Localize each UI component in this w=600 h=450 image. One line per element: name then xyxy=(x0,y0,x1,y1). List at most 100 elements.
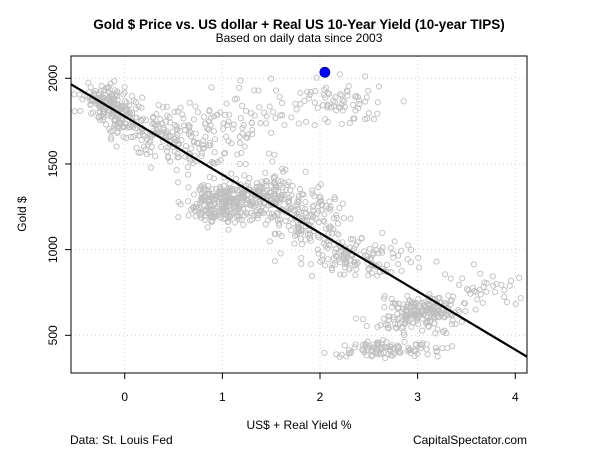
data-point xyxy=(175,198,182,206)
x-tick-label: 3 xyxy=(414,390,421,404)
data-point xyxy=(233,175,240,182)
data-point xyxy=(271,212,278,219)
data-point xyxy=(322,84,329,91)
data-point xyxy=(198,214,205,221)
data-point xyxy=(192,207,199,214)
data-point xyxy=(269,158,276,165)
data-point xyxy=(138,117,145,125)
data-point xyxy=(416,341,423,348)
data-point xyxy=(395,252,402,259)
data-point xyxy=(207,114,214,121)
data-point xyxy=(306,235,314,242)
data-point xyxy=(481,279,488,286)
data-point xyxy=(264,217,271,224)
data-point xyxy=(138,104,145,111)
data-point xyxy=(398,247,405,254)
data-point xyxy=(229,125,236,132)
data-point xyxy=(380,337,387,344)
data-point xyxy=(208,186,215,193)
data-point xyxy=(152,121,160,128)
data-point xyxy=(270,108,277,116)
data-point xyxy=(192,130,199,137)
data-point xyxy=(291,206,298,214)
data-point xyxy=(382,355,389,362)
data-point xyxy=(477,291,484,298)
data-point xyxy=(311,122,318,129)
data-point xyxy=(274,211,281,218)
data-point xyxy=(352,93,359,100)
data-point xyxy=(207,214,214,221)
data-point xyxy=(440,313,447,320)
data-point xyxy=(177,104,184,111)
data-point xyxy=(197,183,205,190)
data-point xyxy=(128,92,135,99)
data-point xyxy=(387,352,394,359)
data-point xyxy=(447,275,454,282)
data-point xyxy=(234,209,241,216)
data-point xyxy=(389,341,396,349)
data-point xyxy=(356,101,363,108)
data-point xyxy=(210,160,217,167)
data-point xyxy=(300,191,307,198)
data-point xyxy=(200,141,207,148)
data-point xyxy=(96,90,103,97)
data-point xyxy=(345,346,353,354)
data-point xyxy=(388,295,395,302)
data-point xyxy=(182,142,190,150)
data-point xyxy=(225,215,232,222)
data-point xyxy=(367,255,374,262)
data-point xyxy=(279,165,286,172)
data-point xyxy=(238,216,245,223)
data-point xyxy=(233,95,240,102)
data-point xyxy=(471,288,478,295)
data-point xyxy=(185,212,192,219)
data-point xyxy=(198,152,205,160)
data-point xyxy=(174,132,181,139)
data-point xyxy=(426,290,433,298)
data-point xyxy=(327,206,334,213)
data-point xyxy=(387,244,394,252)
data-point xyxy=(395,261,402,268)
data-point xyxy=(87,84,94,91)
data-point xyxy=(381,293,388,300)
data-point xyxy=(321,349,328,356)
data-point xyxy=(123,105,131,112)
data-point xyxy=(235,205,242,212)
data-point xyxy=(319,256,326,263)
data-point xyxy=(398,267,405,274)
data-point xyxy=(305,95,312,102)
data-point xyxy=(483,288,490,295)
data-point xyxy=(434,309,441,316)
data-point xyxy=(315,199,323,206)
data-point xyxy=(111,122,118,129)
data-point xyxy=(310,214,317,221)
data-point xyxy=(142,146,149,153)
data-point xyxy=(77,107,84,114)
data-point xyxy=(276,216,284,223)
data-point xyxy=(225,218,232,225)
data-point xyxy=(324,245,331,252)
data-point xyxy=(401,338,408,345)
data-point xyxy=(248,119,255,126)
data-point xyxy=(221,111,229,119)
x-tick-label: 0 xyxy=(121,390,128,404)
data-point xyxy=(299,204,306,211)
data-point xyxy=(317,194,324,201)
data-point xyxy=(459,275,466,282)
data-point xyxy=(306,231,314,238)
data-point xyxy=(328,265,335,272)
data-point xyxy=(242,161,249,168)
data-point xyxy=(390,314,397,321)
data-point xyxy=(206,174,213,181)
data-point xyxy=(272,87,280,94)
data-point xyxy=(424,305,431,312)
data-point xyxy=(248,110,255,117)
data-point xyxy=(512,300,519,308)
data-point xyxy=(217,184,224,191)
data-point xyxy=(210,175,218,182)
data-point xyxy=(440,328,447,336)
data-point xyxy=(132,125,139,132)
data-point xyxy=(405,344,412,351)
data-point xyxy=(155,121,162,128)
y-tick-label: 500 xyxy=(46,325,60,345)
